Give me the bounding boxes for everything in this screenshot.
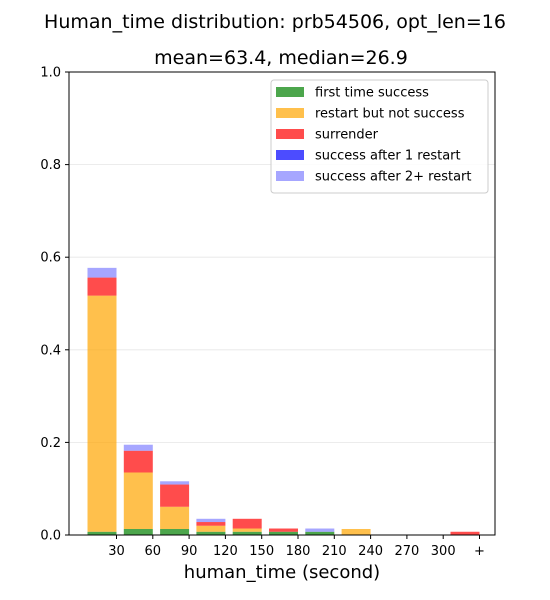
bar-segment bbox=[87, 277, 117, 296]
bar-segment bbox=[160, 481, 190, 485]
chart-subtitle: mean=63.4, median=26.9 bbox=[154, 47, 408, 69]
x-axis: 30 60 90 120 150 180 210 240 270 300 + bbox=[108, 535, 485, 559]
bar-segment bbox=[196, 531, 226, 535]
legend-label: success after 1 restart bbox=[315, 149, 461, 164]
bar-segment bbox=[269, 531, 298, 535]
bar-segment bbox=[450, 531, 480, 535]
x-tick-label: 90 bbox=[181, 544, 198, 559]
x-tick-label: 150 bbox=[249, 544, 274, 559]
plot-frame bbox=[68, 71, 496, 536]
legend-swatch bbox=[276, 129, 304, 139]
bar-segment bbox=[232, 531, 262, 535]
bar-segment bbox=[87, 295, 117, 532]
bar-segment bbox=[123, 472, 153, 529]
y-tick-label: 0.2 bbox=[40, 436, 61, 451]
bar-segment bbox=[160, 528, 190, 535]
bar-segment bbox=[123, 450, 153, 473]
bar-segment bbox=[232, 518, 262, 529]
legend-label: first time success bbox=[315, 86, 429, 101]
x-tick-label: 60 bbox=[145, 544, 162, 559]
legend-label: surrender bbox=[315, 128, 379, 143]
legend-label: success after 2+ restart bbox=[315, 170, 472, 185]
bar-segment bbox=[269, 528, 298, 532]
bar-segment bbox=[160, 506, 190, 529]
bar-segment bbox=[196, 525, 226, 532]
bar-segment bbox=[123, 444, 153, 451]
x-tick-label: 180 bbox=[286, 544, 311, 559]
y-axis: 0.0 0.2 0.4 0.6 0.8 1.0 bbox=[40, 66, 69, 544]
y-tick-label: 0.4 bbox=[40, 343, 61, 358]
x-tick-label: 30 bbox=[108, 544, 125, 559]
legend-box bbox=[270, 79, 489, 194]
bar-segment bbox=[87, 531, 117, 535]
bar-segment bbox=[196, 522, 226, 526]
x-tick-label: 120 bbox=[213, 544, 238, 559]
y-tick-label: 1.0 bbox=[40, 66, 61, 81]
bars bbox=[87, 267, 480, 535]
legend-swatch bbox=[276, 171, 304, 181]
legend-swatch bbox=[276, 150, 304, 160]
chart-title: Human_time distribution: prb54506, opt_l… bbox=[44, 11, 506, 33]
bar-segment bbox=[160, 484, 190, 507]
legend-label: restart but not success bbox=[315, 107, 465, 122]
bar-segment bbox=[305, 531, 335, 535]
x-tick-label: + bbox=[474, 544, 485, 559]
y-tick-label: 0.8 bbox=[40, 158, 61, 173]
y-tick-label: 0.6 bbox=[40, 251, 61, 266]
x-tick-label: 300 bbox=[431, 544, 456, 559]
x-tick-label: 270 bbox=[394, 544, 419, 559]
bar-segment bbox=[232, 528, 262, 532]
x-tick-label: 240 bbox=[358, 544, 383, 559]
bar-segment bbox=[341, 528, 371, 535]
legend-swatch bbox=[276, 108, 304, 118]
x-axis-label: human_time (second) bbox=[184, 562, 380, 583]
y-tick-label: 0.0 bbox=[40, 529, 61, 544]
bar-segment bbox=[87, 267, 117, 278]
bar-segment bbox=[123, 528, 153, 535]
bar-segment bbox=[305, 528, 335, 532]
legend-swatch bbox=[276, 87, 304, 97]
legend[interactable]: first time success restart but not succes… bbox=[270, 79, 489, 194]
x-tick-label: 210 bbox=[322, 544, 347, 559]
bar-segment bbox=[196, 518, 226, 523]
